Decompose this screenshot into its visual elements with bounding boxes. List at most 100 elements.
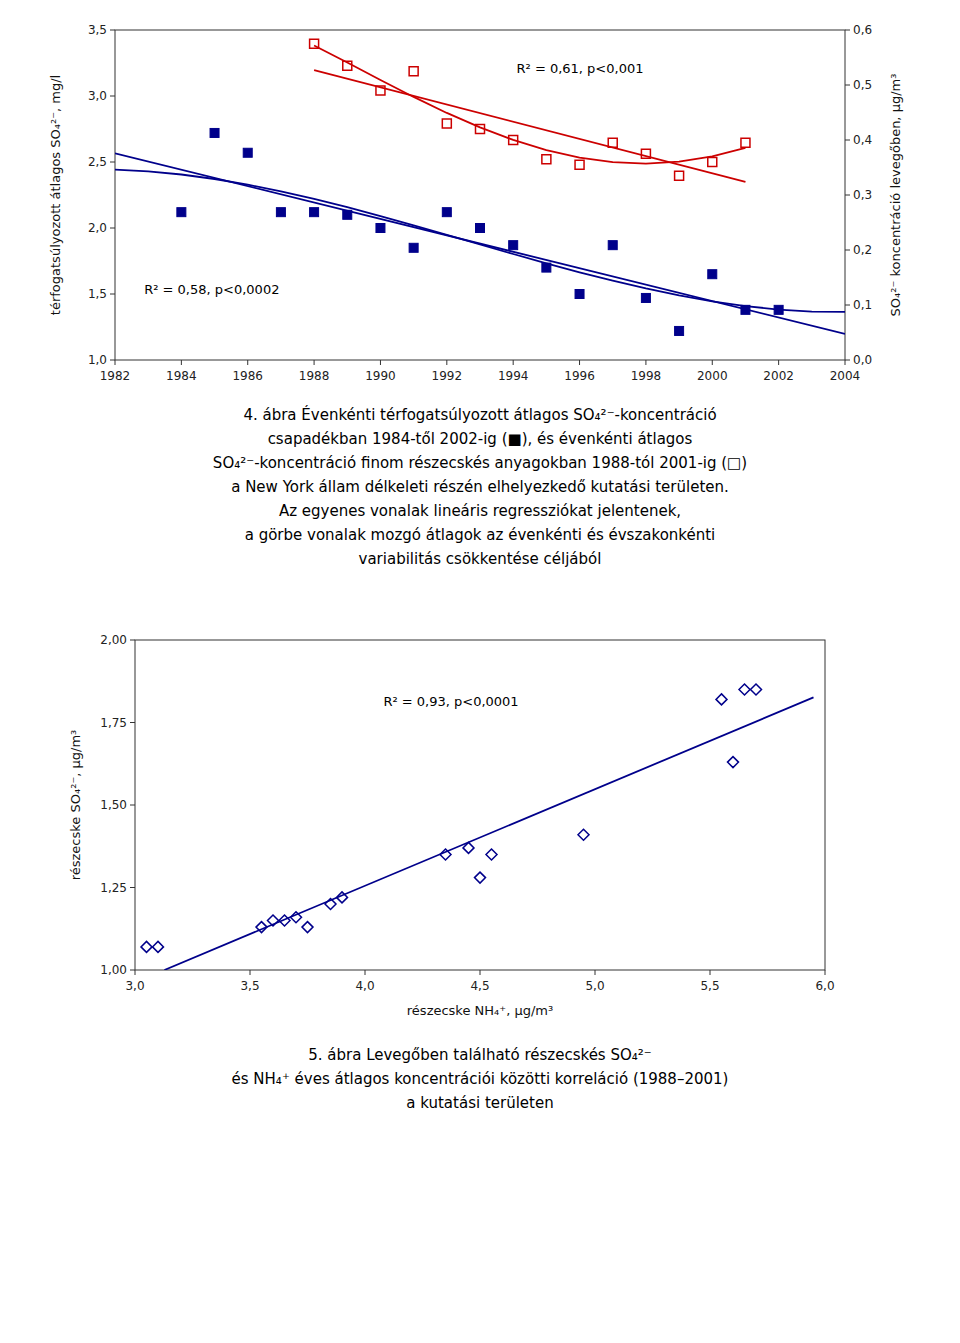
x-tick (595, 970, 596, 975)
point (542, 263, 551, 272)
point (774, 305, 783, 314)
x-tick-label: 2002 (763, 369, 794, 383)
point (337, 892, 348, 903)
point (641, 149, 650, 158)
y-tick (110, 360, 115, 361)
point (409, 243, 418, 252)
point (739, 684, 750, 695)
y2-tick-label: 0,5 (853, 78, 872, 92)
caption-line: a kutatási területen (406, 1094, 553, 1112)
point (440, 849, 451, 860)
point (343, 61, 352, 70)
y-tick (110, 96, 115, 97)
x-tick-label: 1996 (564, 369, 595, 383)
point (675, 326, 684, 335)
point (641, 293, 650, 302)
x-tick (480, 970, 481, 975)
x-tick (825, 970, 826, 975)
caption-line: csapadékban 1984-től 2002-ig (■), és éve… (268, 430, 693, 448)
caption-line: és NH₄⁺ éves átlagos koncentrációi közöt… (232, 1070, 729, 1088)
point (141, 941, 152, 952)
y-axis-label: térfogatsúlyozott átlagos SO₄²⁻, mg/l (48, 75, 63, 315)
point (243, 148, 252, 157)
y2-tick (845, 140, 850, 141)
point (343, 210, 352, 219)
x-tick-label: 1990 (365, 369, 396, 383)
x-tick (845, 360, 846, 365)
point (542, 155, 551, 164)
point (279, 915, 290, 926)
x-tick (645, 360, 646, 365)
y2-tick-label: 0,0 (853, 353, 872, 367)
point (728, 757, 739, 768)
caption-line: a görbe vonalak mozgó átlagok az évenkén… (245, 526, 716, 544)
y-tick (130, 805, 135, 806)
y-tick (110, 30, 115, 31)
data-area (141, 684, 814, 970)
y2-tick-label: 0,2 (853, 243, 872, 257)
y-tick (110, 162, 115, 163)
y2-tick (845, 195, 850, 196)
point (708, 270, 717, 279)
point (210, 128, 219, 137)
x-axis-label: részecske NH₄⁺, μg/m³ (407, 1003, 553, 1018)
fit-line (164, 697, 813, 970)
x-tick (712, 360, 713, 365)
point (741, 138, 750, 147)
y-tick-label: 1,50 (100, 798, 127, 812)
point (608, 138, 617, 147)
y-tick (110, 294, 115, 295)
x-tick-label: 3,5 (240, 979, 259, 993)
annotation: R² = 0,58, p<0,0002 (144, 282, 279, 297)
y-tick-label: 2,5 (88, 155, 107, 169)
x-tick (365, 970, 366, 975)
y-tick (130, 722, 135, 723)
x-tick-label: 2004 (830, 369, 861, 383)
x-tick (446, 360, 447, 365)
fit-line (314, 46, 745, 164)
point (675, 171, 684, 180)
point (608, 241, 617, 250)
y-tick (130, 887, 135, 888)
point (716, 694, 727, 705)
x-tick (314, 360, 315, 365)
fit-line (314, 70, 745, 182)
point (442, 119, 451, 128)
x-tick-label: 4,0 (355, 979, 374, 993)
point (476, 224, 485, 233)
chart: 1982198419861988199019921994199619982000… (48, 23, 903, 568)
caption-line: a New York állam délkeleti részén elhely… (231, 478, 729, 496)
y2-tick (845, 30, 850, 31)
point (575, 290, 584, 299)
point (409, 67, 418, 76)
chart: 3,03,54,04,55,05,56,01,001,251,501,752,0… (68, 633, 835, 1112)
y-tick-label: 1,25 (100, 881, 127, 895)
x-tick-label: 1998 (631, 369, 662, 383)
plot-frame (115, 30, 845, 360)
x-tick-label: 1982 (100, 369, 131, 383)
fit-line (115, 170, 845, 312)
y2-tick-label: 0,3 (853, 188, 872, 202)
annotation: R² = 0,93, p<0,0001 (383, 694, 518, 709)
y-tick (110, 228, 115, 229)
point (708, 158, 717, 167)
x-tick-label: 5,0 (585, 979, 604, 993)
point (509, 136, 518, 145)
x-tick (115, 360, 116, 365)
y-tick-label: 2,0 (88, 221, 107, 235)
y-axis-label: részecske SO₄²⁻, μg/m³ (68, 730, 83, 881)
point (256, 922, 267, 933)
point (310, 208, 319, 217)
point (463, 842, 474, 853)
lines (115, 46, 845, 334)
points (141, 684, 762, 952)
point (325, 899, 336, 910)
x-tick-label: 4,5 (470, 979, 489, 993)
annotation: R² = 0,61, p<0,001 (517, 61, 644, 76)
point (741, 305, 750, 314)
y2-tick-label: 0,1 (853, 298, 872, 312)
y-tick-label: 3,5 (88, 23, 107, 37)
x-tick-label: 1992 (432, 369, 463, 383)
y-tick (130, 640, 135, 641)
x-tick (250, 970, 251, 975)
